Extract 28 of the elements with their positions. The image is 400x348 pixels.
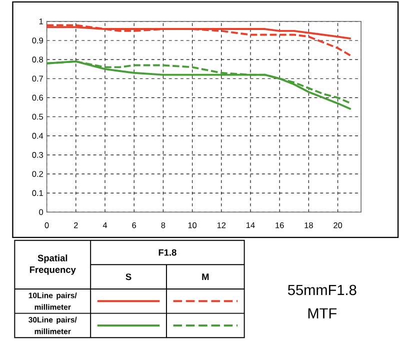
y-tick-label: 0.8 bbox=[32, 56, 44, 62]
legend-title: Spatial Frequency bbox=[30, 254, 76, 275]
text: M bbox=[202, 273, 209, 280]
x-tick-label: 12 bbox=[217, 222, 226, 228]
x-tick-label: 14 bbox=[246, 222, 255, 228]
y-tick-label: 0.1 bbox=[32, 190, 43, 196]
y-tick-label: 0.7 bbox=[32, 76, 43, 82]
x-tick-label: 6 bbox=[132, 222, 136, 228]
x-tick-label: 4 bbox=[102, 222, 108, 228]
y-tick-label: 1 bbox=[39, 18, 43, 24]
x-tick-label: 2 bbox=[74, 222, 78, 228]
text: F1.8 bbox=[158, 249, 176, 256]
x-tick-label: 20 bbox=[334, 222, 342, 228]
y-tick-label: 0.4 bbox=[32, 132, 44, 139]
text: S bbox=[126, 273, 132, 280]
x-tick-label: 16 bbox=[276, 222, 284, 228]
y-tick-label: 0 bbox=[39, 209, 44, 215]
text: MTF bbox=[308, 308, 337, 318]
y-tick-label: 0.2 bbox=[32, 170, 43, 177]
x-tick-label: 0 bbox=[44, 222, 49, 228]
y-tick-label: 0.5 bbox=[32, 114, 44, 120]
y-tick-label: 0.6 bbox=[32, 94, 44, 100]
y-tick-label: 0.3 bbox=[32, 152, 44, 158]
y-tick-label: 0.9 bbox=[32, 37, 43, 44]
text: 55mmF1.8 bbox=[288, 284, 356, 295]
x-tick-label: 10 bbox=[188, 222, 197, 228]
x-tick-label: 18 bbox=[304, 222, 313, 228]
x-tick-label: 8 bbox=[161, 222, 166, 228]
